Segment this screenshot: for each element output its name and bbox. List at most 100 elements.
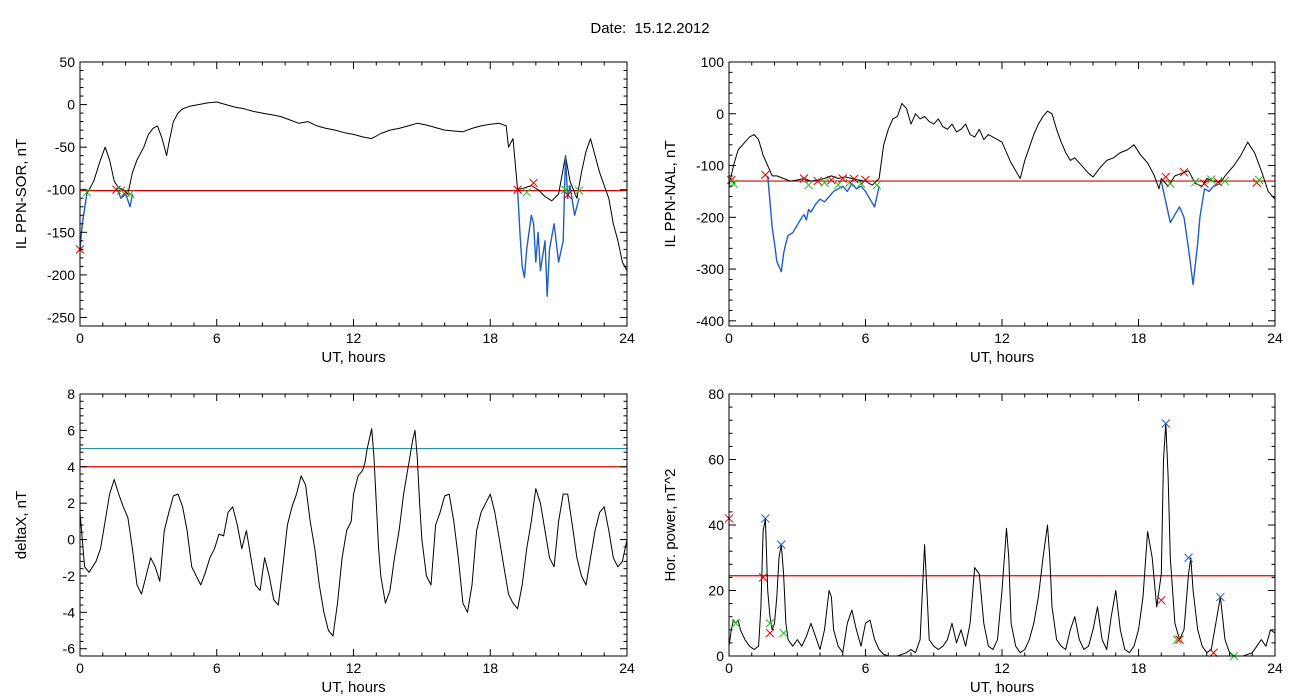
data-point-marker — [513, 185, 522, 195]
data-point-marker — [1206, 175, 1216, 184]
data-point-marker — [765, 628, 775, 638]
y-axis-label: deltaX, nT — [13, 491, 30, 559]
x-tick-label: 24 — [1267, 330, 1283, 346]
y-tick-label: -4 — [63, 604, 76, 620]
panel-p1: 0 6 12 18 24 50 0 -50 -100 -150 -200 -250 UT, hours I… — [13, 54, 635, 366]
data-point-marker — [731, 618, 741, 628]
y-tick-label: 4 — [67, 459, 75, 475]
y-tick-label: 6 — [67, 422, 75, 438]
y-tick-label: 8 — [67, 386, 75, 402]
plot-frame — [79, 61, 628, 327]
x-axis-label: UT, hours — [970, 349, 1034, 366]
plot-frame — [79, 393, 628, 657]
x-tick-label: 0 — [76, 660, 84, 676]
page-title: Date: 15.12.2012 — [590, 20, 710, 37]
y-tick-label: -6 — [63, 641, 76, 657]
data-series-line — [729, 102, 1275, 200]
x-tick-label: 6 — [862, 330, 870, 346]
y-tick-label: 100 — [701, 54, 725, 70]
x-tick-label: 24 — [619, 660, 635, 676]
data-point-marker — [758, 573, 768, 582]
panel-p3: 0 6 12 18 24 8 6 4 2 0 -2 -4 -6 UT, hours deltaX, nT — [13, 386, 635, 696]
x-tick-label: 18 — [1131, 330, 1147, 346]
data-point-marker — [1184, 553, 1193, 563]
y-axis-label: Hor. power, nT^2 — [662, 469, 679, 582]
data-point-marker — [116, 186, 126, 195]
y-tick-label: 40 — [708, 517, 724, 533]
y-tick-label: -200 — [696, 209, 724, 225]
x-tick-label: 6 — [213, 330, 221, 346]
x-tick-label: 12 — [994, 330, 1010, 346]
y-tick-label: -300 — [696, 261, 724, 277]
data-point-marker — [1161, 419, 1171, 428]
data-point-marker — [1156, 595, 1166, 605]
data-series-line — [80, 101, 627, 271]
y-tick-label: 20 — [708, 583, 724, 599]
highlight-series-line — [1160, 180, 1221, 286]
x-tick-label: 0 — [725, 660, 733, 676]
data-point-marker — [1175, 635, 1184, 644]
y-axis-label: IL PPN-NAL, nT — [662, 141, 679, 248]
data-point-marker — [765, 618, 775, 628]
data-point-marker — [563, 190, 573, 200]
highlight-series-line — [516, 155, 580, 297]
x-tick-label: 12 — [994, 660, 1010, 676]
y-tick-label: -100 — [696, 158, 724, 174]
data-point-marker — [872, 180, 882, 190]
y-tick-label: 2 — [67, 495, 75, 511]
y-tick-label: 0 — [716, 106, 724, 122]
y-tick-label: 0 — [67, 532, 75, 548]
data-point-marker — [761, 170, 770, 180]
highlight-series-line — [115, 187, 134, 208]
panel-p4: 0 6 12 18 24 80 60 40 20 0 UT, hours Hor. power, nT… — [662, 386, 1283, 696]
data-point-marker — [574, 186, 584, 195]
data-point-marker — [813, 176, 823, 186]
x-tick-label: 24 — [619, 330, 635, 346]
data-point-marker — [121, 187, 130, 197]
data-point-marker — [861, 175, 870, 185]
data-point-marker — [1209, 648, 1218, 658]
y-tick-label: -100 — [47, 182, 75, 198]
data-point-marker — [776, 540, 786, 550]
data-point-marker — [1200, 179, 1209, 189]
data-point-marker — [125, 189, 135, 199]
data-point-marker — [827, 175, 836, 185]
y-tick-label: 80 — [708, 386, 724, 402]
highlight-series-line — [767, 175, 880, 273]
data-series-line — [729, 423, 1275, 656]
y-tick-label: -400 — [696, 313, 724, 329]
y-tick-label: -200 — [47, 267, 75, 283]
data-point-marker — [761, 514, 770, 523]
data-point-marker — [845, 178, 854, 187]
panel-p2: 0 6 12 18 24 100 0 -100 -200 -300 -400 UT, hours IL … — [662, 54, 1283, 366]
y-tick-label: -50 — [55, 139, 75, 155]
y-tick-label: -150 — [47, 224, 75, 240]
data-point-marker — [522, 187, 532, 197]
plot-frame — [728, 61, 1276, 327]
data-point-marker — [1165, 179, 1175, 189]
y-tick-label: 0 — [67, 97, 75, 113]
data-point-marker — [838, 174, 848, 183]
y-tick-label: 60 — [708, 452, 724, 468]
data-point-marker — [856, 179, 866, 189]
x-axis-label: UT, hours — [321, 679, 385, 696]
y-tick-label: -2 — [63, 568, 76, 584]
x-tick-label: 18 — [1131, 660, 1147, 676]
data-point-marker — [1220, 176, 1230, 186]
y-axis-label: IL PPN-SOR, nT — [13, 139, 30, 249]
data-point-marker — [799, 174, 809, 183]
y-tick-label: -250 — [47, 309, 75, 325]
x-tick-label: 6 — [862, 660, 870, 676]
data-point-marker — [779, 628, 788, 638]
data-point-marker — [1179, 167, 1189, 177]
x-tick-label: 18 — [482, 660, 498, 676]
data-point-marker — [833, 180, 843, 190]
data-point-marker — [1172, 635, 1182, 644]
data-series-line — [80, 428, 627, 637]
x-axis-label: UT, hours — [970, 679, 1034, 696]
x-tick-label: 0 — [725, 330, 733, 346]
data-point-marker — [820, 178, 829, 187]
x-tick-label: 12 — [346, 660, 362, 676]
x-tick-label: 24 — [1267, 660, 1283, 676]
